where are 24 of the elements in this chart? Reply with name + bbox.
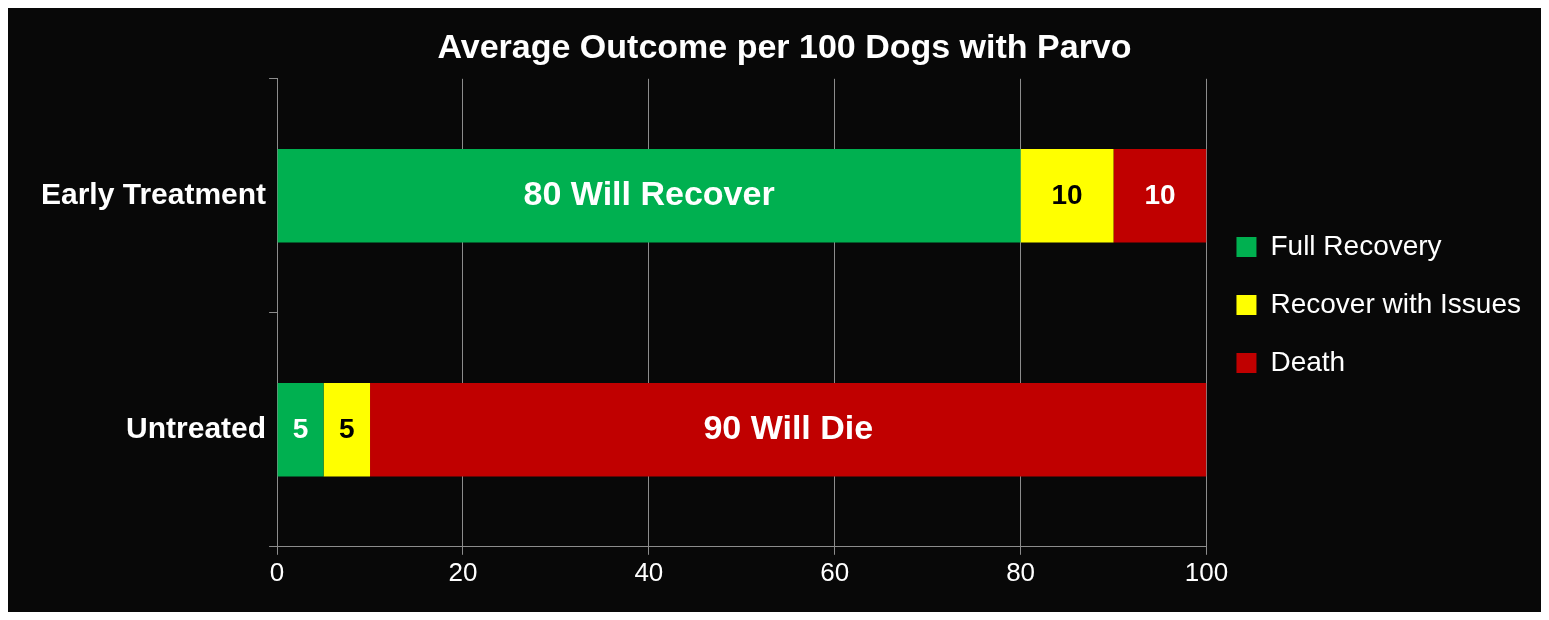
data-label: 5 <box>339 412 355 444</box>
data-label: 80 Will Recover <box>523 174 775 213</box>
bar <box>277 383 324 477</box>
bar <box>370 383 1207 477</box>
y-tick-label: Early Treatment <box>40 177 267 211</box>
data-label: 10 <box>1051 178 1083 210</box>
x-tick-label: 0 <box>269 556 285 587</box>
x-tick-label: 20 <box>448 556 478 587</box>
bar <box>1113 149 1207 243</box>
data-label: 90 Will Die <box>703 408 874 447</box>
bar <box>1020 149 1114 243</box>
chart-title: Average Outcome per 100 Dogs with Parvo <box>437 26 1132 65</box>
legend-label: Death <box>1270 345 1346 377</box>
legend-label: Full Recovery <box>1270 229 1442 261</box>
x-tick-label: 100 <box>1184 556 1229 587</box>
data-label: 10 <box>1144 178 1176 210</box>
bar <box>323 383 371 477</box>
bar <box>277 149 1021 243</box>
x-tick-label: 40 <box>634 556 664 587</box>
legend-label: Recover with Issues <box>1270 287 1522 319</box>
x-tick-label: 60 <box>820 556 850 587</box>
data-label: 5 <box>292 412 309 444</box>
x-tick-label: 80 <box>1006 556 1036 587</box>
y-tick-label: Untreated <box>126 411 267 445</box>
